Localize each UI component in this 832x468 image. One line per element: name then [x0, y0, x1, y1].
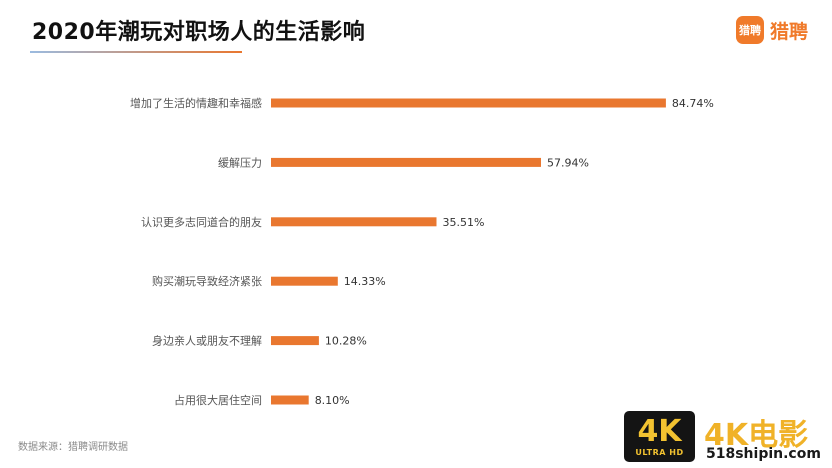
- source-note: 数据来源：猎聘调研数据: [18, 442, 128, 453]
- page-title: 2020年潮玩对职场人的生活影响: [32, 20, 366, 45]
- category-label: 身边亲人或朋友不理解: [152, 334, 262, 348]
- bar: [271, 395, 309, 405]
- value-label: 14.33%: [344, 275, 386, 288]
- title-underline: [30, 51, 242, 53]
- bar: [271, 276, 338, 286]
- bar: [271, 157, 541, 167]
- watermark-badge: 4K ULTRA HD: [624, 411, 695, 462]
- value-label: 35.51%: [443, 216, 485, 229]
- brand-chat-icon: 猎聘: [735, 16, 764, 44]
- category-label: 增加了生活的情趣和幸福感: [130, 96, 262, 110]
- value-label: 8.10%: [315, 394, 350, 407]
- bar-chart: 增加了生活的情趣和幸福感 84.74% 缓解压力 57.94% 认识更多志同道合的朋友 3…: [130, 96, 714, 407]
- category-label: 缓解压力: [218, 155, 262, 169]
- bar: [271, 336, 319, 346]
- category-label: 占用很大居住空间: [174, 393, 262, 407]
- watermark-badge-main: 4K: [637, 414, 682, 449]
- bar: [271, 217, 437, 227]
- watermark-badge-sub: ULTRA HD: [635, 448, 684, 457]
- brand-logo: 猎聘 猎聘: [735, 16, 808, 44]
- watermark-title: 4K电影: [704, 418, 809, 453]
- category-label: 购买潮玩导致经济紧张: [152, 274, 262, 288]
- value-label: 57.94%: [547, 156, 589, 169]
- bar: [271, 98, 666, 108]
- value-label: 84.74%: [672, 97, 714, 110]
- brand-name: 猎聘: [769, 20, 808, 43]
- category-label: 认识更多志同道合的朋友: [141, 215, 262, 229]
- watermark-site: 518shipin.com: [706, 446, 821, 462]
- value-label: 10.28%: [325, 335, 367, 348]
